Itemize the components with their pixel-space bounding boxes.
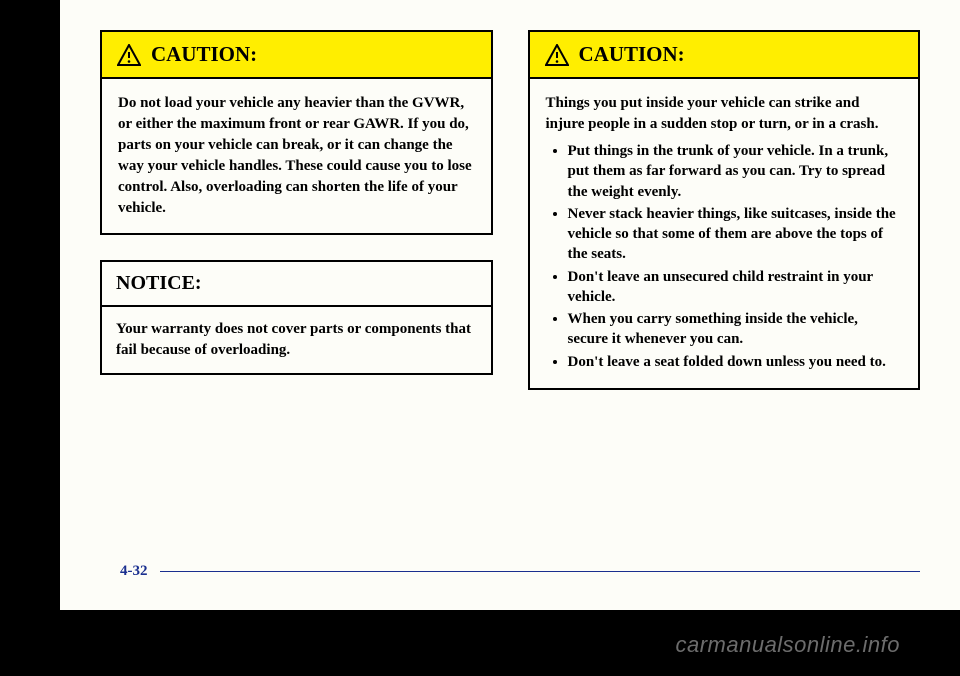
bullet-item: When you carry something inside the vehi… [568, 309, 903, 350]
caution-box-left: CAUTION: Do not load your vehicle any he… [100, 30, 493, 235]
bullet-item: Don't leave an unsecured child restraint… [568, 267, 903, 308]
caution-box-right: CAUTION: Things you put inside your vehi… [528, 30, 921, 390]
caution-body-right: Things you put inside your vehicle can s… [530, 79, 919, 388]
caution-header-right: CAUTION: [530, 32, 919, 79]
caution-bullet-list: Put things in the trunk of your vehicle.… [568, 141, 903, 372]
manual-page: CAUTION: Do not load your vehicle any he… [60, 0, 960, 610]
caution-intro-text: Things you put inside your vehicle can s… [546, 95, 879, 132]
warning-triangle-icon [545, 44, 569, 66]
right-column: CAUTION: Things you put inside your vehi… [528, 30, 921, 390]
left-column: CAUTION: Do not load your vehicle any he… [100, 30, 493, 390]
page-footer: 4-32 [120, 563, 920, 580]
notice-box: NOTICE: Your warranty does not cover par… [100, 260, 493, 375]
notice-body-text: Your warranty does not cover parts or co… [102, 307, 491, 373]
content-columns: CAUTION: Do not load your vehicle any he… [100, 30, 920, 390]
watermark-text: carmanualsonline.info [675, 632, 900, 658]
page-number: 4-32 [120, 563, 148, 580]
notice-header: NOTICE: [102, 262, 491, 307]
warning-triangle-icon [117, 44, 141, 66]
notice-title-text: NOTICE: [116, 272, 202, 294]
caution-title-text-right: CAUTION: [579, 42, 685, 67]
caution-body-left: Do not load your vehicle any heavier tha… [102, 79, 491, 233]
bullet-item: Put things in the trunk of your vehicle.… [568, 141, 903, 202]
bullet-item: Don't leave a seat folded down unless yo… [568, 352, 903, 372]
bullet-item: Never stack heavier things, like suitcas… [568, 204, 903, 265]
caution-header: CAUTION: [102, 32, 491, 79]
caution-title-text: CAUTION: [151, 42, 257, 67]
footer-divider-line [160, 571, 921, 573]
